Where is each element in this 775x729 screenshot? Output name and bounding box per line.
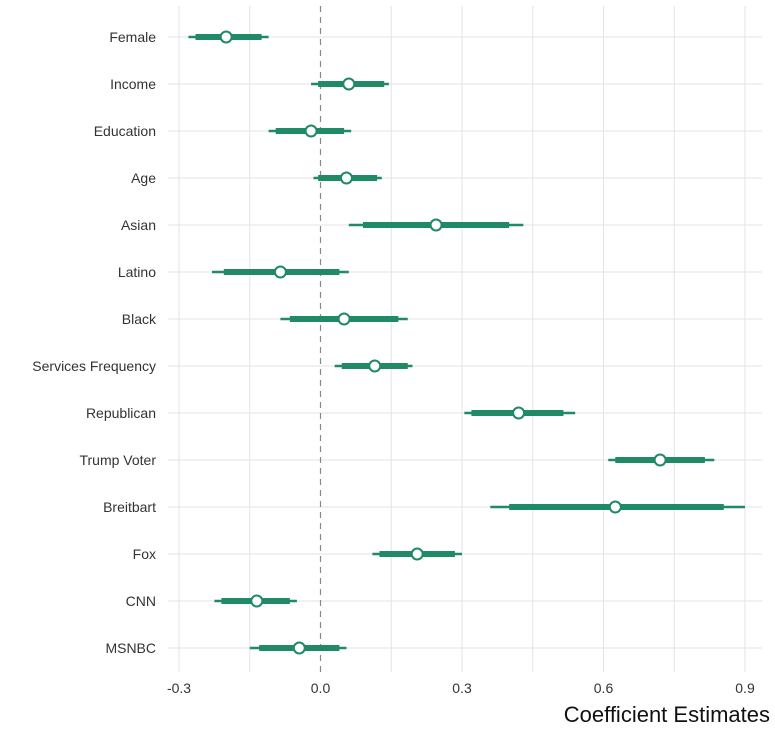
point-estimate (337, 312, 351, 326)
y-label: Breitbart (103, 499, 156, 515)
point-estimate (339, 171, 353, 185)
y-label: MSNBC (105, 640, 156, 656)
point-estimate (292, 641, 306, 655)
x-axis-title: Coefficient Estimates (564, 702, 770, 727)
x-tick-label: 0.9 (735, 680, 755, 696)
point-estimate (653, 453, 667, 467)
point-estimate (368, 359, 382, 373)
point-estimate (410, 547, 424, 561)
y-label: Black (122, 311, 157, 327)
point-estimate (342, 77, 356, 91)
point-estimate (250, 594, 264, 608)
point-estimate (304, 124, 318, 138)
y-label: Education (94, 123, 156, 139)
y-label: Services Frequency (32, 358, 156, 374)
point-estimate (273, 265, 287, 279)
y-label: Trump Voter (79, 452, 156, 468)
point-estimate (512, 406, 526, 420)
y-label: Asian (121, 217, 156, 233)
y-axis-labels: Female Income Education Age Asian Latino Black… (32, 29, 157, 656)
point-estimate (608, 500, 622, 514)
y-label: Age (131, 170, 156, 186)
y-label: CNN (126, 593, 156, 609)
coefficient-marks (188, 30, 745, 655)
grid (168, 6, 762, 672)
x-tick-label: 0.6 (594, 680, 614, 696)
x-axis-ticks: -0.3 0.0 0.3 0.6 0.9 (167, 680, 755, 696)
y-label: Fox (133, 546, 156, 562)
point-estimate (429, 218, 443, 232)
y-label: Female (109, 29, 156, 45)
y-label: Latino (118, 264, 156, 280)
x-tick-label: -0.3 (167, 680, 191, 696)
x-tick-label: 0.3 (452, 680, 472, 696)
y-label: Income (110, 76, 156, 92)
point-estimate (219, 30, 233, 44)
y-label: Republican (86, 405, 156, 421)
x-tick-label: 0.0 (311, 680, 331, 696)
